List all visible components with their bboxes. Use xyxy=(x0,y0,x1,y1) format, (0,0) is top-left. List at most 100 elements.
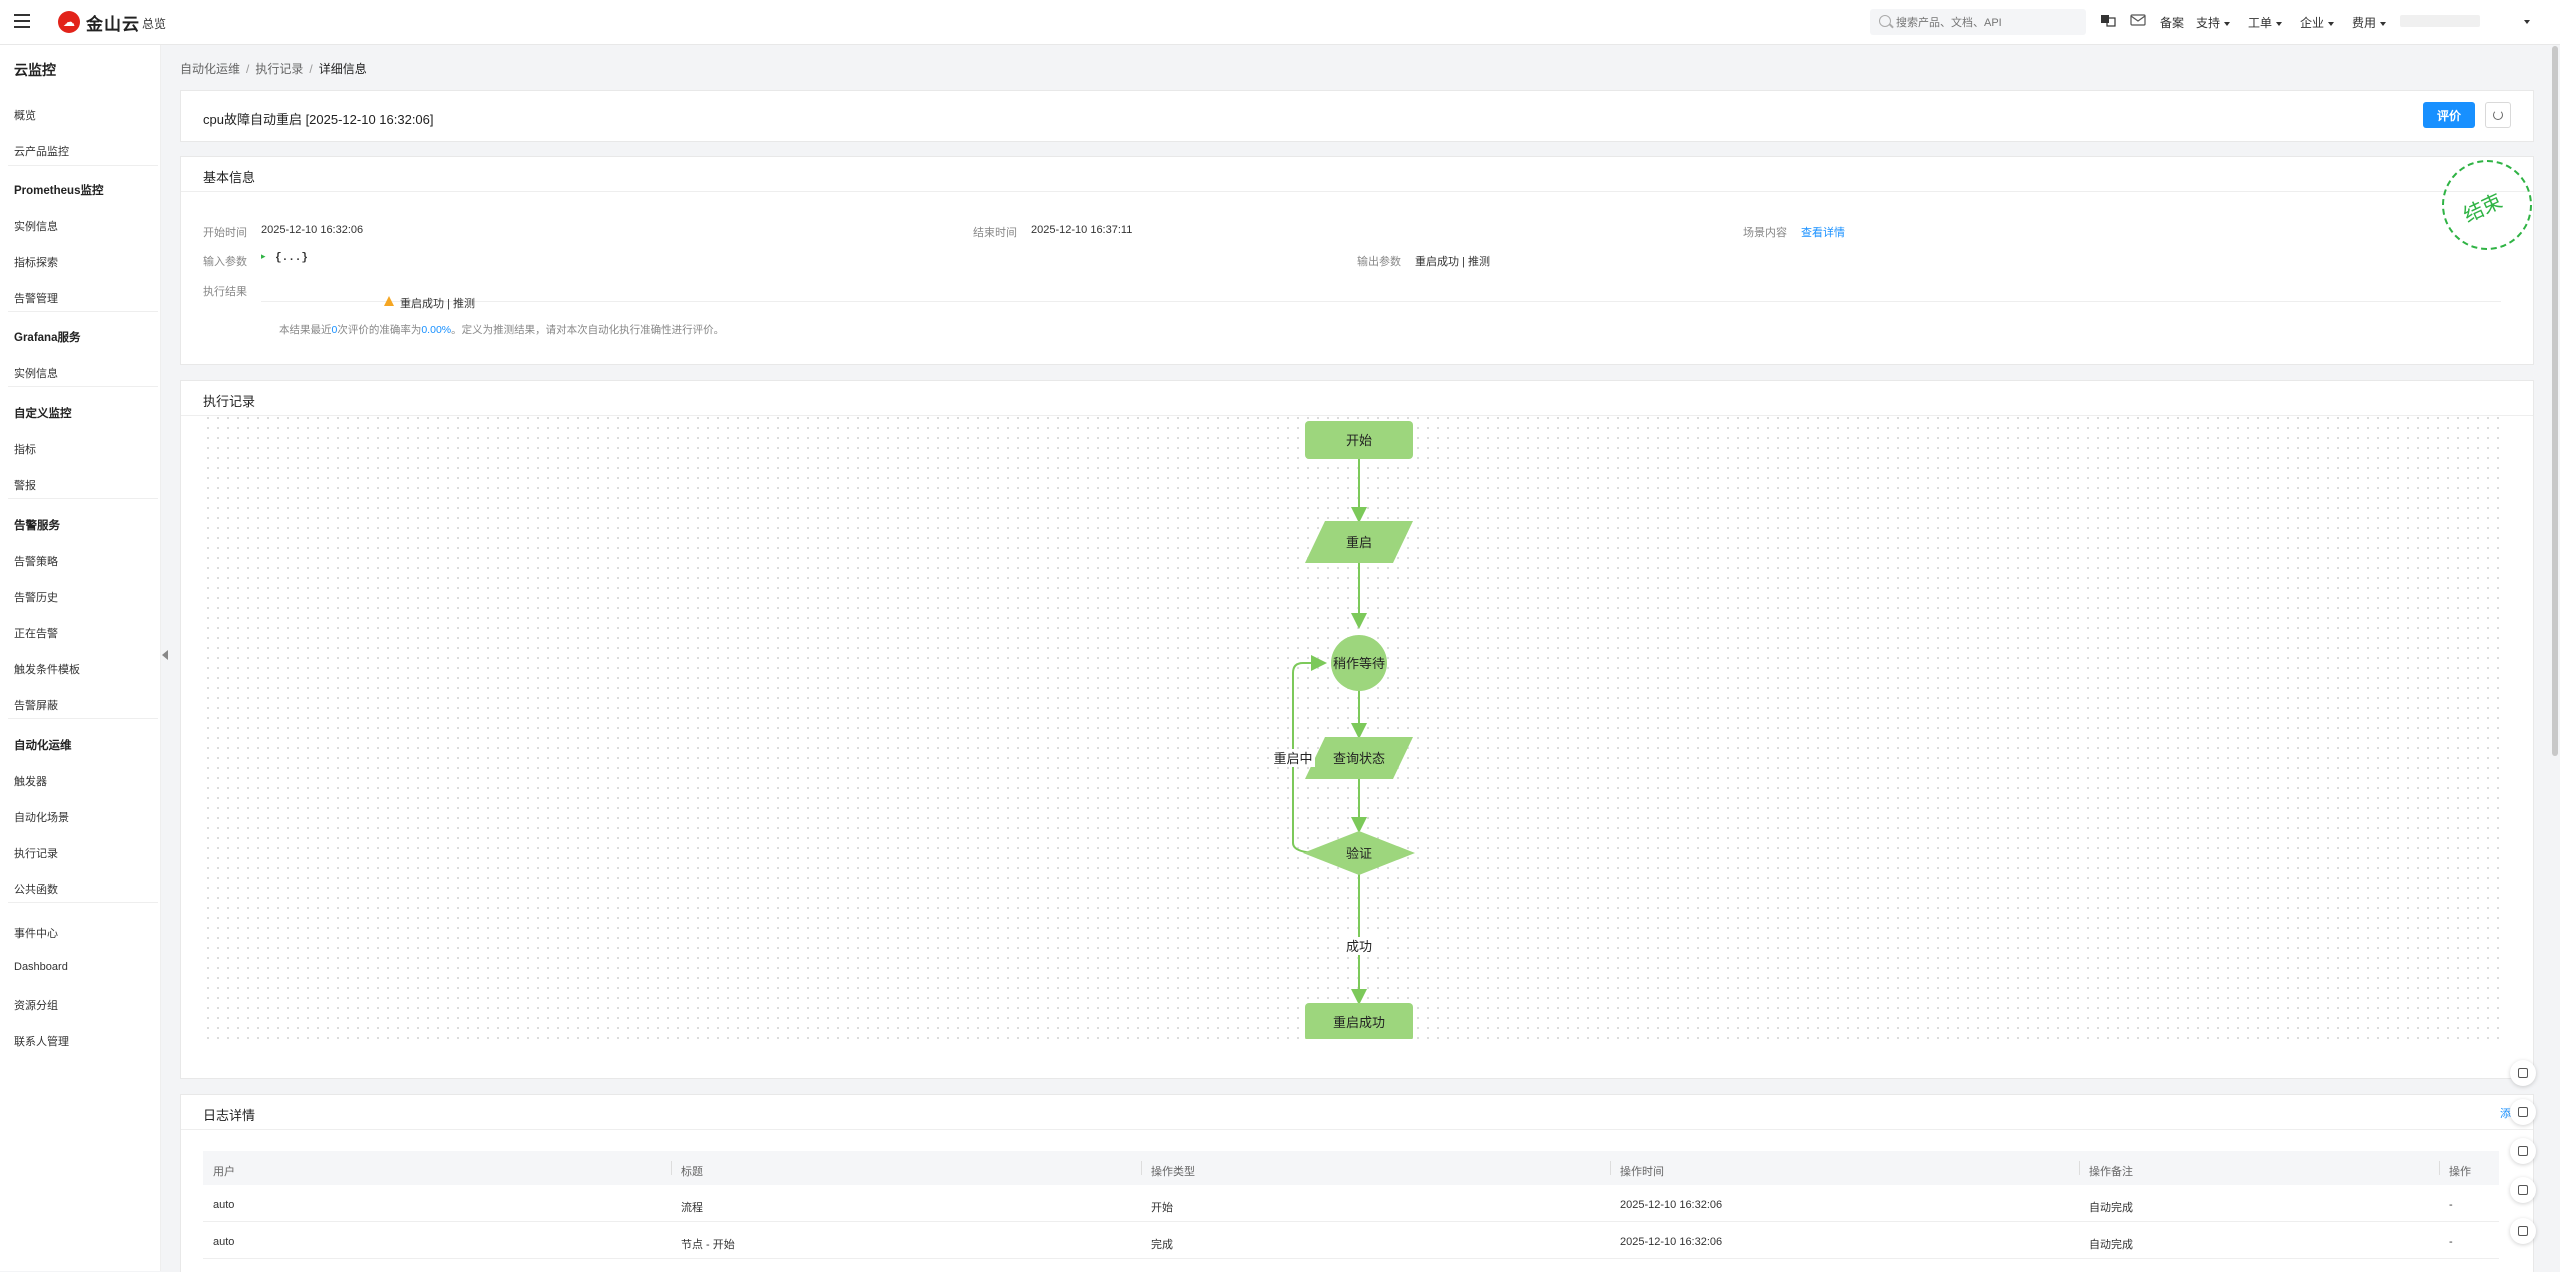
favorite-icon[interactable] xyxy=(2510,1099,2536,1125)
document-icon[interactable] xyxy=(2510,1138,2536,1164)
sidebar-item-grafana-instance[interactable]: 实例信息 xyxy=(14,368,58,380)
flow-node-query[interactable] xyxy=(1305,737,1413,779)
sidebar-item-automation-scene[interactable]: 自动化场景 xyxy=(14,812,69,824)
sidebar-item-alert[interactable]: 警报 xyxy=(14,480,36,492)
sidebar-group-alarm[interactable]: 告警服务 xyxy=(14,520,60,532)
enterprise-label: 企业 xyxy=(2300,16,2325,30)
sidebar-group-grafana[interactable]: Grafana服务 xyxy=(14,332,81,344)
input-params-label: 输入参数 xyxy=(203,256,247,268)
sidebar-item-public-function[interactable]: 公共函数 xyxy=(14,884,58,896)
log-details-card: 日志详情 添 用户 标题 操作类型 操作时间 操作备注 操作 auto 流程 开… xyxy=(180,1094,2534,1272)
divider xyxy=(8,902,158,903)
mail-icon[interactable] xyxy=(2130,13,2146,27)
billing-label: 费用 xyxy=(2352,16,2377,30)
flow-canvas: 开始 重启 稍作等待 查询状态 验证 重启成功 重启中 成功 xyxy=(203,413,2499,1039)
sidebar-item-execution-record[interactable]: 执行记录 xyxy=(14,848,58,860)
enterprise-menu[interactable]: 企业 xyxy=(2300,14,2335,31)
sidebar-item-alarm-mask[interactable]: 告警屏蔽 xyxy=(14,700,58,712)
sidebar-group-automation[interactable]: 自动化运维 xyxy=(14,740,72,752)
top-bar: ☁ 金山云 总览 备案 支持 工单 企业 费用 xyxy=(0,0,2560,45)
divider xyxy=(8,718,158,719)
support-menu[interactable]: 支持 xyxy=(2196,14,2231,31)
sidebar-item-contacts[interactable]: 联系人管理 xyxy=(14,1036,69,1048)
table-header: 用户 标题 操作类型 操作时间 操作备注 操作 xyxy=(203,1151,2499,1185)
sidebar-item-instance[interactable]: 实例信息 xyxy=(14,221,58,233)
overview-link[interactable]: 总览 xyxy=(142,17,167,31)
flow-label-query: 查询状态 xyxy=(1333,751,1385,766)
sidebar-item-alarming[interactable]: 正在告警 xyxy=(14,628,58,640)
record-link[interactable]: 备案 xyxy=(2160,16,2185,30)
flow-node-success[interactable] xyxy=(1305,1003,1413,1039)
input-params-value: {...} xyxy=(275,252,309,264)
divider xyxy=(8,498,158,499)
sidebar-group-custom[interactable]: 自定义监控 xyxy=(14,408,72,420)
sidebar-collapse-icon[interactable] xyxy=(162,650,168,660)
sidebar-title: 云监控 xyxy=(14,62,56,78)
flow-node-verify[interactable] xyxy=(1303,831,1415,875)
divider xyxy=(8,165,158,166)
exec-result-value: 重启成功 | 推测 xyxy=(400,298,475,310)
sidebar-item-alarm-history[interactable]: 告警历史 xyxy=(14,592,58,604)
sidebar-item-metric-explore[interactable]: 指标探索 xyxy=(14,257,58,269)
breadcrumb-execution-record[interactable]: 执行记录 xyxy=(255,62,304,76)
add-link[interactable]: 添 xyxy=(2500,1108,2511,1120)
sidebar-item-dashboard[interactable]: Dashboard xyxy=(14,961,68,973)
language-icon[interactable] xyxy=(2100,13,2116,27)
scrollbar[interactable] xyxy=(2552,46,2558,756)
cell-op-note: 自动完成 xyxy=(2089,1202,2133,1214)
output-params-value: 重启成功 | 推测 xyxy=(1415,256,1490,268)
sidebar-item-trigger-template[interactable]: 触发条件模板 xyxy=(14,664,80,676)
sidebar-group-prometheus[interactable]: Prometheus监控 xyxy=(14,185,104,197)
customer-service-icon[interactable] xyxy=(2510,1060,2536,1086)
chevron-down-icon xyxy=(2380,21,2387,26)
column-op-note: 操作备注 xyxy=(2089,1166,2133,1178)
start-time-label: 开始时间 xyxy=(203,227,247,239)
sidebar-item-metric[interactable]: 指标 xyxy=(14,444,36,456)
flow-edge-succeeded: 成功 xyxy=(1346,939,1372,954)
execution-flow-card: 执行记录 开始 xyxy=(180,380,2534,1079)
search-input[interactable] xyxy=(1894,13,2078,33)
user-account-menu[interactable] xyxy=(2400,15,2480,27)
accuracy-note: 本结果最近0次评价的准确率为0.00%。定义为推测结果，请对本次自动化执行准确性… xyxy=(279,324,725,336)
sidebar: 云监控 概览 云产品监控 Prometheus监控 实例信息 指标探索 告警管理… xyxy=(0,45,161,1271)
sidebar-item-event-center[interactable]: 事件中心 xyxy=(14,928,58,940)
ticket-label: 工单 xyxy=(2248,16,2273,30)
output-params-label: 输出参数 xyxy=(1357,256,1401,268)
chevron-down-icon xyxy=(2224,21,2231,26)
column-op-type: 操作类型 xyxy=(1151,1166,1195,1178)
sidebar-item-alarm-policy[interactable]: 告警策略 xyxy=(14,556,58,568)
evaluate-button[interactable]: 评价 xyxy=(2423,102,2475,128)
logo[interactable]: ☁ 金山云 xyxy=(58,10,140,34)
support-label: 支持 xyxy=(2196,16,2221,30)
billing-menu[interactable]: 费用 xyxy=(2352,14,2387,31)
flow-node-restart[interactable] xyxy=(1305,521,1413,563)
refresh-button[interactable] xyxy=(2485,102,2511,128)
header-card: cpu故障自动重启 [2025-12-10 16:32:06] 评价 xyxy=(180,90,2534,142)
ticket-menu[interactable]: 工单 xyxy=(2248,14,2283,31)
basic-info-card: 基本信息 开始时间 2025-12-10 16:32:06 结束时间 2025-… xyxy=(180,156,2534,365)
column-title: 标题 xyxy=(681,1166,703,1178)
search-icon xyxy=(1879,15,1891,27)
breadcrumb: 自动化运维 / 执行记录 / 详细信息 xyxy=(180,62,367,76)
breadcrumb-automation[interactable]: 自动化运维 xyxy=(180,62,241,76)
search-box[interactable] xyxy=(1870,9,2086,35)
sidebar-item-resource-group[interactable]: 资源分组 xyxy=(14,1000,58,1012)
menu-icon[interactable] xyxy=(14,14,30,28)
cell-title: 流程 xyxy=(681,1202,703,1214)
sidebar-item-trigger[interactable]: 触发器 xyxy=(14,776,47,788)
cell-op: - xyxy=(2449,1236,2453,1248)
flow-node-wait[interactable] xyxy=(1331,635,1387,691)
chevron-right-icon[interactable] xyxy=(2510,1218,2536,1244)
chevron-down-icon[interactable] xyxy=(2524,20,2530,24)
sidebar-item-cloud-product[interactable]: 云产品监控 xyxy=(14,146,69,158)
flow-node-start[interactable] xyxy=(1305,421,1413,459)
scene-content-label: 场景内容 xyxy=(1743,227,1787,239)
feedback-icon[interactable] xyxy=(2510,1177,2536,1203)
view-details-link[interactable]: 查看详情 xyxy=(1801,227,1845,239)
divider xyxy=(8,386,158,387)
warning-icon xyxy=(384,296,394,306)
expand-arrow-icon[interactable]: ▸ xyxy=(261,251,266,261)
breadcrumb-current: 详细信息 xyxy=(318,62,367,76)
sidebar-item-alarm-manage[interactable]: 告警管理 xyxy=(14,293,58,305)
sidebar-item-overview[interactable]: 概览 xyxy=(14,110,36,122)
